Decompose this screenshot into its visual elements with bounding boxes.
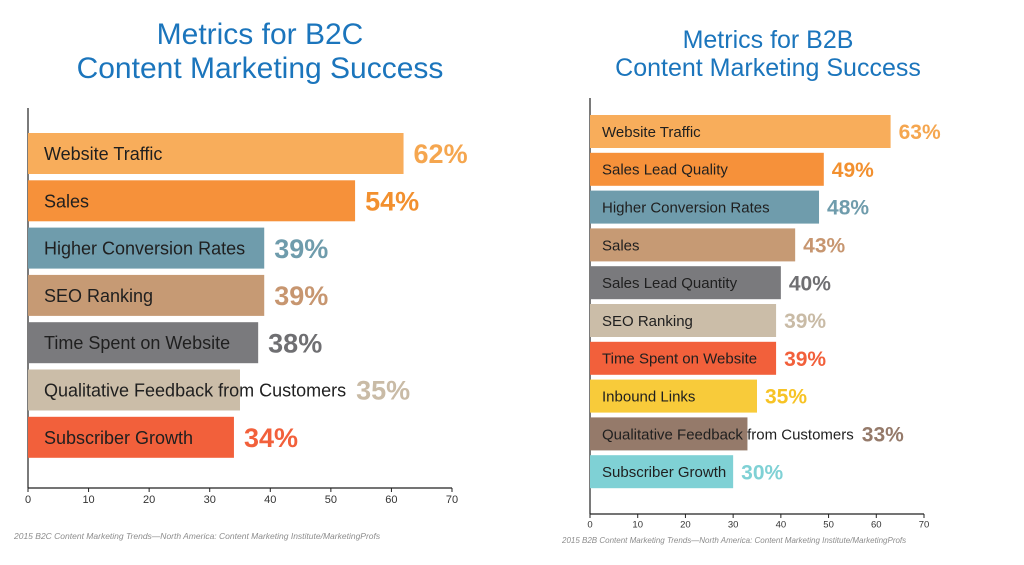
b2c-x-tick-label: 0 bbox=[25, 494, 31, 506]
b2c-chart-title: Metrics for B2C Content Marketing Succes… bbox=[40, 18, 480, 85]
b2b-x-tick-label: 10 bbox=[632, 520, 643, 531]
b2b-bar-value-label: 35% bbox=[765, 386, 807, 409]
b2b-bar-category-label: Sales bbox=[602, 237, 640, 254]
b2c-x-tick-label: 10 bbox=[82, 494, 94, 506]
b2b-bar-value-label: 33% bbox=[862, 423, 904, 446]
b2b-title-line1: Metrics for B2B bbox=[682, 26, 854, 54]
b2b-bar bbox=[590, 152, 824, 186]
b2b-bar bbox=[590, 341, 777, 375]
b2b-chart-title: Metrics for B2B Content Marketing Succes… bbox=[588, 26, 948, 82]
b2b-x-tick-label: 70 bbox=[919, 520, 930, 531]
b2c-bar-category-label: Subscriber Growth bbox=[44, 428, 193, 448]
b2b-bar-value-label: 40% bbox=[789, 272, 831, 295]
b2b-bar-value-label: 39% bbox=[784, 310, 826, 333]
b2c-bar bbox=[28, 369, 240, 411]
b2c-bar-value-label: 34% bbox=[244, 423, 298, 453]
b2c-x-tick-label: 20 bbox=[143, 494, 155, 506]
b2b-bar-value-label: 48% bbox=[827, 197, 869, 220]
b2b-title-line2: Content Marketing Success bbox=[615, 54, 921, 82]
b2b-x-tick-label: 40 bbox=[776, 520, 787, 531]
b2b-bar-value-label: 49% bbox=[832, 159, 874, 182]
b2c-x-tick-label: 40 bbox=[264, 494, 276, 506]
b2c-bar bbox=[28, 227, 265, 269]
b2c-bar bbox=[28, 416, 234, 458]
b2c-x-tick-label: 70 bbox=[446, 494, 458, 506]
b2c-bar-category-label: Website Traffic bbox=[44, 144, 162, 164]
b2b-x-tick-label: 30 bbox=[728, 520, 739, 531]
b2b-x-tick-label: 60 bbox=[871, 520, 882, 531]
b2c-bar-category-label: Sales bbox=[44, 191, 89, 211]
b2c-bar bbox=[28, 322, 259, 364]
b2c-bar-value-label: 35% bbox=[356, 376, 410, 406]
b2b-bar-category-label: Time Spent on Website bbox=[602, 351, 757, 368]
b2b-bar bbox=[590, 379, 757, 413]
b2c-bar-value-label: 39% bbox=[274, 234, 328, 264]
b2b-bar bbox=[590, 190, 820, 224]
b2c-bar-value-label: 39% bbox=[274, 281, 328, 311]
b2b-bar-category-label: SEO Ranking bbox=[602, 313, 693, 330]
b2c-bar-category-label: Qualitative Feedback from Customers bbox=[44, 380, 346, 400]
b2b-bar-value-label: 39% bbox=[784, 348, 826, 371]
b2b-bar bbox=[590, 266, 781, 300]
b2b-x-tick-label: 20 bbox=[680, 520, 691, 531]
b2c-bar-value-label: 38% bbox=[268, 328, 322, 358]
b2b-bar bbox=[590, 417, 748, 451]
b2b-bar bbox=[590, 304, 777, 337]
b2b-bar-value-label: 63% bbox=[899, 121, 941, 144]
b2b-bar bbox=[590, 228, 796, 262]
b2c-x-tick-label: 50 bbox=[325, 494, 337, 506]
b2c-x-tick-label: 30 bbox=[204, 494, 216, 506]
b2c-bar bbox=[28, 133, 404, 174]
b2c-bar bbox=[28, 180, 356, 222]
b2b-bar-category-label: Subscriber Growth bbox=[602, 464, 726, 481]
b2b-bar bbox=[590, 115, 891, 148]
b2b-bar-category-label: Inbound Links bbox=[602, 389, 695, 406]
b2b-source-note: 2015 B2B Content Marketing Trends—North … bbox=[562, 536, 907, 545]
b2c-bar-category-label: Higher Conversion Rates bbox=[44, 239, 245, 259]
b2b-bar-category-label: Sales Lead Quantity bbox=[602, 275, 738, 292]
b2c-x-tick-label: 60 bbox=[385, 494, 397, 506]
b2c-title-line1: Metrics for B2C bbox=[156, 18, 364, 51]
b2c-bar-category-label: Time Spent on Website bbox=[44, 333, 230, 353]
b2b-bar-category-label: Website Traffic bbox=[602, 124, 701, 141]
b2b-x-tick-label: 50 bbox=[823, 520, 834, 531]
b2c-bar bbox=[28, 274, 265, 316]
b2c-bar-value-label: 54% bbox=[365, 187, 419, 217]
b2c-source-note: 2015 B2C Content Marketing Trends—North … bbox=[14, 531, 381, 541]
b2b-bar bbox=[590, 455, 734, 489]
b2b-bar-value-label: 43% bbox=[803, 234, 845, 257]
b2b-bar-value-label: 30% bbox=[741, 461, 783, 484]
b2b-bar-category-label: Sales Lead Quality bbox=[602, 162, 728, 179]
b2c-title-line2: Content Marketing Success bbox=[76, 51, 444, 85]
b2b-bar-category-label: Qualitative Feedback from Customers bbox=[602, 426, 854, 443]
b2c-bar-category-label: SEO Ranking bbox=[44, 286, 153, 306]
b2c-bar-value-label: 62% bbox=[414, 139, 468, 169]
b2b-x-tick-label: 0 bbox=[587, 520, 592, 531]
b2b-bar-category-label: Higher Conversion Rates bbox=[602, 200, 770, 217]
